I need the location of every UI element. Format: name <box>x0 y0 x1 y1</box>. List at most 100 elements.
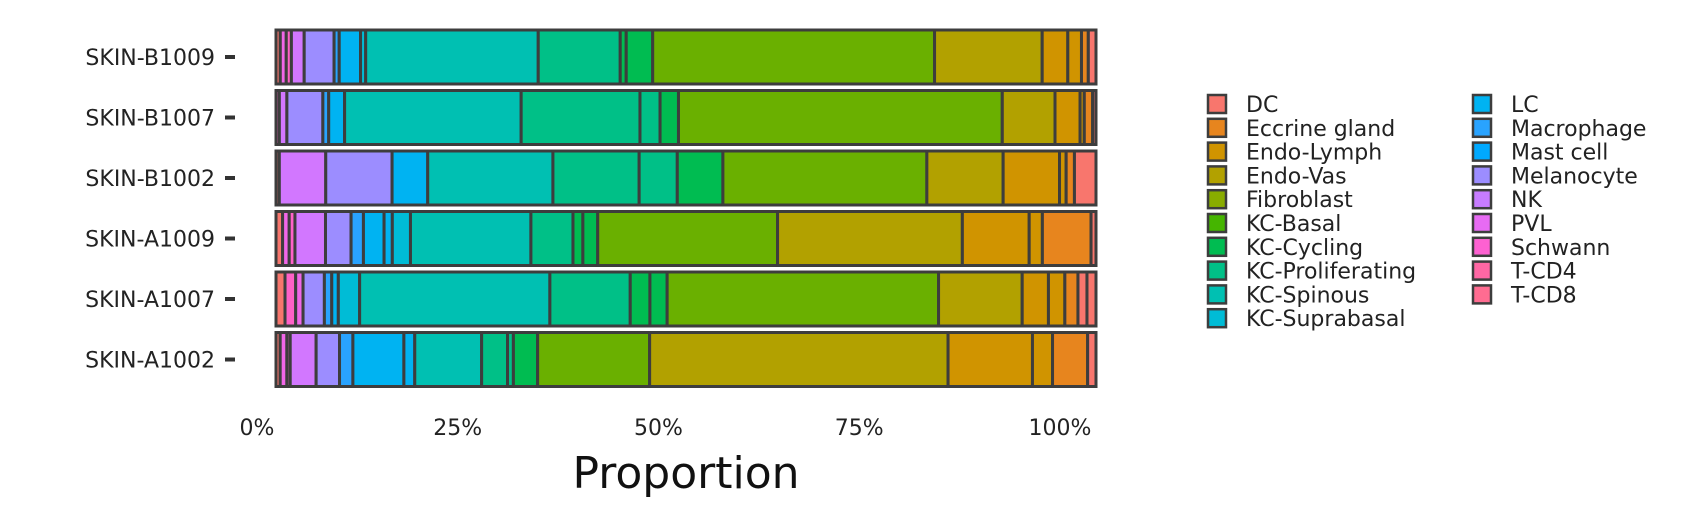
legend-label: Mast cell <box>1511 141 1608 166</box>
bars-group <box>274 28 1098 388</box>
legend-key <box>1206 212 1228 234</box>
bar-segment <box>721 149 929 207</box>
x-tick-label: 25% <box>433 416 482 441</box>
bar-segment <box>676 89 1004 146</box>
bar-segment <box>480 331 510 388</box>
legend-key <box>1471 260 1493 281</box>
bar-segment <box>336 270 362 328</box>
bar-segment <box>1020 270 1050 328</box>
bar-segment <box>349 210 365 267</box>
bar-segment <box>285 89 325 146</box>
bar-segment <box>529 210 575 267</box>
bar-segment <box>1027 210 1044 267</box>
legend-key <box>1206 284 1228 305</box>
legend-label: NK <box>1511 188 1542 213</box>
bar-segment <box>324 149 394 207</box>
bar-segment <box>536 28 622 86</box>
x-tick-label: 100% <box>1029 416 1092 441</box>
legend-label: Endo-Lymph <box>1246 141 1382 166</box>
bar-segment <box>551 149 641 207</box>
bar-segment <box>361 210 386 267</box>
bar-segment <box>338 331 355 388</box>
bar-segment <box>327 89 347 146</box>
bar-segment <box>933 28 1044 86</box>
legend-key <box>1206 236 1228 258</box>
bar-segment <box>337 28 363 86</box>
bar-segment <box>1063 270 1080 328</box>
bar-segment <box>1046 270 1067 328</box>
bar-segment <box>637 149 679 207</box>
bar-segment <box>1072 149 1098 207</box>
y-tick-label: SKIN-A1009 <box>85 228 215 253</box>
bar-segment <box>628 270 652 328</box>
legend-label: Melanocyte <box>1511 164 1638 189</box>
bar-segment <box>293 210 327 267</box>
legend-key <box>1206 260 1228 281</box>
y-tick-label: SKIN-B1007 <box>85 107 215 132</box>
y-tick-label: SKIN-B1009 <box>85 46 215 71</box>
legend-key <box>1471 212 1493 234</box>
bar-segment <box>1086 28 1098 86</box>
bar-segment <box>1053 89 1082 146</box>
bar-segment <box>289 28 306 86</box>
bar-segment <box>283 270 298 328</box>
bar-segment <box>1085 270 1098 328</box>
legend-key <box>1206 141 1228 162</box>
bar-segment <box>277 149 328 207</box>
bar-segment <box>1051 331 1090 388</box>
legend-key <box>1471 236 1493 258</box>
bar-segment <box>937 270 1024 328</box>
bar-segment <box>658 89 680 146</box>
bar-segment <box>343 89 523 146</box>
legend-label: KC-Spinous <box>1246 283 1369 308</box>
legend-label: T-CD8 <box>1510 283 1577 308</box>
bar-segment <box>358 270 552 328</box>
bar-segment <box>1066 28 1083 86</box>
y-tick-label: SKIN-A1002 <box>85 349 215 374</box>
legend-key <box>1206 93 1228 115</box>
bar-segment <box>1000 89 1057 146</box>
y-tick-label: SKIN-A1007 <box>85 288 215 313</box>
legend-key <box>1471 117 1493 139</box>
x-tick-label: 0% <box>240 416 275 441</box>
bar-segment <box>776 210 964 267</box>
bar-segment <box>288 331 318 388</box>
legend-key <box>1471 188 1493 210</box>
bar-segment <box>351 331 406 388</box>
legend-label: KC-Suprabasal <box>1246 307 1405 332</box>
legend-key <box>1471 93 1493 115</box>
legend-label: Eccrine gland <box>1246 117 1395 142</box>
bar-segment <box>511 331 540 388</box>
bar-segment <box>426 149 555 207</box>
bar-segment <box>302 28 336 86</box>
bar-segment <box>1091 89 1098 146</box>
legend-label: Schwann <box>1511 236 1610 261</box>
bar-segment <box>314 331 342 388</box>
bar-segment <box>324 210 353 267</box>
bar-segment <box>413 331 484 388</box>
legend-label: Macrophage <box>1511 117 1646 142</box>
bar-segment <box>301 270 326 328</box>
legend-key <box>1206 165 1228 186</box>
bar-segment <box>408 210 533 267</box>
bar-segment <box>364 28 540 86</box>
legend-key <box>1471 165 1493 186</box>
bar-segment <box>1089 210 1098 267</box>
legend-label: KC-Cycling <box>1246 236 1363 261</box>
bar-segment <box>548 270 632 328</box>
bar-segment <box>581 210 600 267</box>
bar-segment <box>624 28 655 86</box>
bar-segment <box>519 89 642 146</box>
bar-segment <box>960 210 1031 267</box>
bar-segment <box>1040 210 1093 267</box>
legend-key <box>1471 141 1493 162</box>
bar-segment <box>638 89 662 146</box>
legend-key <box>1206 188 1228 210</box>
legend-key <box>1206 307 1228 329</box>
legend-label: LC <box>1511 93 1539 118</box>
bar-segment <box>390 210 412 267</box>
legend-label: Fibroblast <box>1246 188 1353 213</box>
bar-segment <box>1040 28 1070 86</box>
legend-label: KC-Basal <box>1246 212 1341 237</box>
